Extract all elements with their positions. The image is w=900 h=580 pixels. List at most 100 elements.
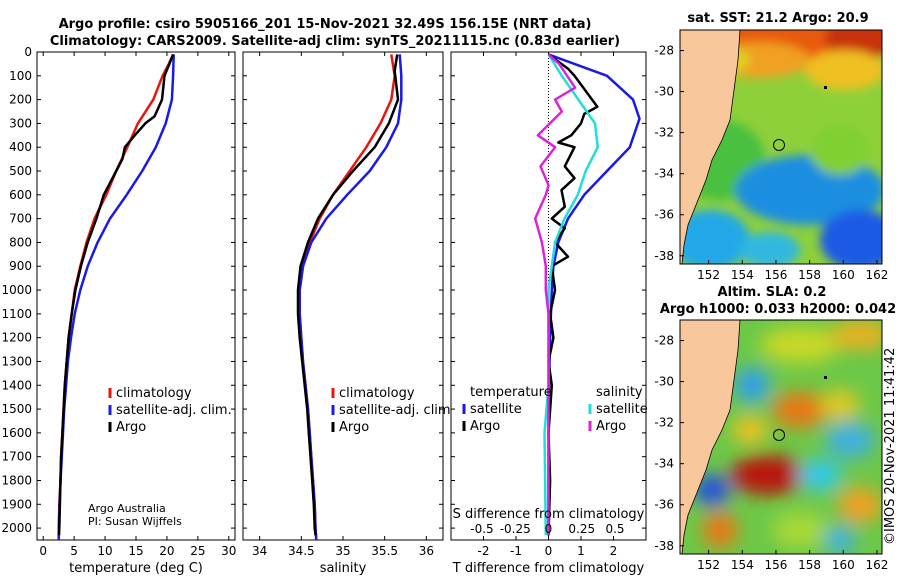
s-tick-label: 0.25 [568, 522, 595, 536]
depth-tick-label: 100 [9, 69, 32, 83]
map-y-tick-label: -38 [654, 249, 674, 263]
x-axis-label: salinity [320, 561, 367, 576]
x-tick-label: 5 [70, 544, 78, 558]
legend-label: climatology [339, 386, 415, 401]
title-line-2: Climatology: CARS2009. Satellite-adj cli… [50, 34, 620, 49]
imos-timestamp: ©IMOS 20-Nov-2021 11:41:42 [883, 348, 898, 545]
depth-tick-label: 400 [9, 140, 32, 154]
legend-label: Argo [116, 420, 146, 435]
sst-coastline [681, 30, 741, 264]
depth-tick-label: 900 [9, 259, 32, 273]
sst-land [680, 30, 740, 264]
x-tick-label: 10 [97, 544, 112, 558]
legend-label: Argo [470, 419, 500, 434]
map-y-tick-label: -34 [654, 167, 674, 181]
legend-title-salinity: salinity [596, 385, 643, 400]
panel-frame [242, 51, 444, 541]
title-line-1: Argo profile: csiro 5905166_201 15-Nov-2… [59, 17, 592, 32]
sla-map-title-1: Altim. SLA: 0.2 [718, 285, 827, 300]
map-x-tick-label: 160 [832, 268, 855, 282]
map-y-tick-label: -38 [654, 539, 674, 553]
sst-map-title: sat. SST: 21.2 Argo: 20.9 [687, 11, 868, 26]
sst-island [824, 86, 827, 89]
credit-line-2: PI: Susan Wijffels [88, 515, 182, 528]
legend-label: satellite-adj. clim. [116, 403, 232, 418]
map-x-tick-label: 162 [865, 268, 888, 282]
sla-island [824, 376, 827, 379]
difference-panel: -2 -1 0 1 2 T difference from climatology S di… [450, 51, 648, 576]
depth-tick-label: 800 [9, 235, 32, 249]
depth-tick-label: 1600 [1, 426, 32, 440]
sla-coastline [681, 320, 741, 554]
x-tick-label: -1 [510, 544, 522, 558]
x-tick-label: 1 [577, 544, 585, 558]
credit-line-1: Argo Australia [88, 502, 166, 515]
depth-tick-label: 200 [9, 93, 32, 107]
legend-label: Argo [596, 419, 626, 434]
legend-label: satellite [470, 402, 522, 417]
map-x-tick-label: 154 [731, 268, 754, 282]
depth-tick-label: 600 [9, 188, 32, 202]
depth-tick-label: 300 [9, 116, 32, 130]
salinity-panel: 34 34.5 35 35.5 36 salinity climatology satelli… [242, 51, 455, 576]
sla-map-axes: 152 154 156 158 160 162 -28 -30 -32 -34 -36 -38 [654, 334, 888, 572]
s-tick-label: -0.25 [500, 522, 531, 536]
map-x-tick-label: 160 [832, 558, 855, 572]
sst-map-axes: 152 154 156 158 160 162 -28 -30 -32 -34 -36 -38 [654, 44, 888, 282]
map-x-tick-label: 156 [764, 558, 787, 572]
sla-map-frame [679, 319, 883, 555]
series-line-argo [57, 53, 175, 536]
x-tick-label: 34 [252, 544, 267, 558]
x-tick-label: 35 [335, 544, 350, 558]
x-tick-label: -2 [478, 544, 490, 558]
depth-tick-label: 1400 [1, 378, 32, 392]
x-tick-label: 34.5 [288, 544, 315, 558]
map-y-tick-label: -28 [654, 334, 674, 348]
sla-float-marker [773, 429, 785, 441]
x-tick-label: 20 [159, 544, 174, 558]
map-y-tick-label: -30 [654, 85, 674, 99]
temperature-panel: 0100200300400500600700800900100011001200… [1, 45, 236, 576]
depth-tick-label: 1300 [1, 354, 32, 368]
map-x-tick-label: 158 [798, 558, 821, 572]
depth-tick-label: 1200 [1, 331, 32, 345]
map-y-tick-label: -32 [654, 416, 674, 430]
legend-label: climatology [116, 386, 192, 401]
sla-map-title-2: Argo h1000: 0.033 h2000: 0.042 [660, 302, 896, 317]
map-x-tick-label: 152 [697, 268, 720, 282]
legend-label: satellite-adj. clim. [339, 403, 455, 418]
x-tick-label: 25 [190, 544, 205, 558]
map-y-tick-label: -36 [654, 208, 674, 222]
x-tick-label: 35.5 [371, 544, 398, 558]
s-tick-label: -0.5 [470, 522, 493, 536]
sla-map [680, 320, 882, 554]
map-x-tick-label: 156 [764, 268, 787, 282]
sst-float-marker [773, 139, 785, 151]
depth-tick-label: 1700 [1, 450, 32, 464]
s-tick-label: 0.5 [605, 522, 624, 536]
sla-field [694, 320, 882, 554]
sla-land [680, 320, 740, 554]
depth-tick-label: 1800 [1, 473, 32, 487]
legend-label: Argo [339, 420, 369, 435]
map-y-tick-label: -28 [654, 44, 674, 58]
map-y-tick-label: -34 [654, 457, 674, 471]
map-x-tick-label: 154 [731, 558, 754, 572]
map-x-tick-label: 152 [697, 558, 720, 572]
map-y-tick-label: -36 [654, 498, 674, 512]
depth-tick-label: 2000 [1, 521, 32, 535]
x-axis-label: temperature (deg C) [69, 561, 203, 576]
legend-title-temperature: temperature [470, 385, 552, 400]
map-x-tick-label: 158 [798, 268, 821, 282]
depth-tick-label: 1900 [1, 497, 32, 511]
map-x-tick-label: 162 [865, 558, 888, 572]
sst-map-frame [679, 29, 883, 265]
map-y-tick-label: -32 [654, 126, 674, 140]
series-line-salinity-argo [533, 53, 577, 536]
x-tick-label: 36 [419, 544, 434, 558]
x-axis-label-T: T difference from climatology [452, 561, 645, 576]
depth-tick-label: 500 [9, 164, 32, 178]
s-tick-label: 0 [545, 522, 553, 536]
x-tick-label: 15 [128, 544, 143, 558]
map-y-tick-label: -30 [654, 375, 674, 389]
